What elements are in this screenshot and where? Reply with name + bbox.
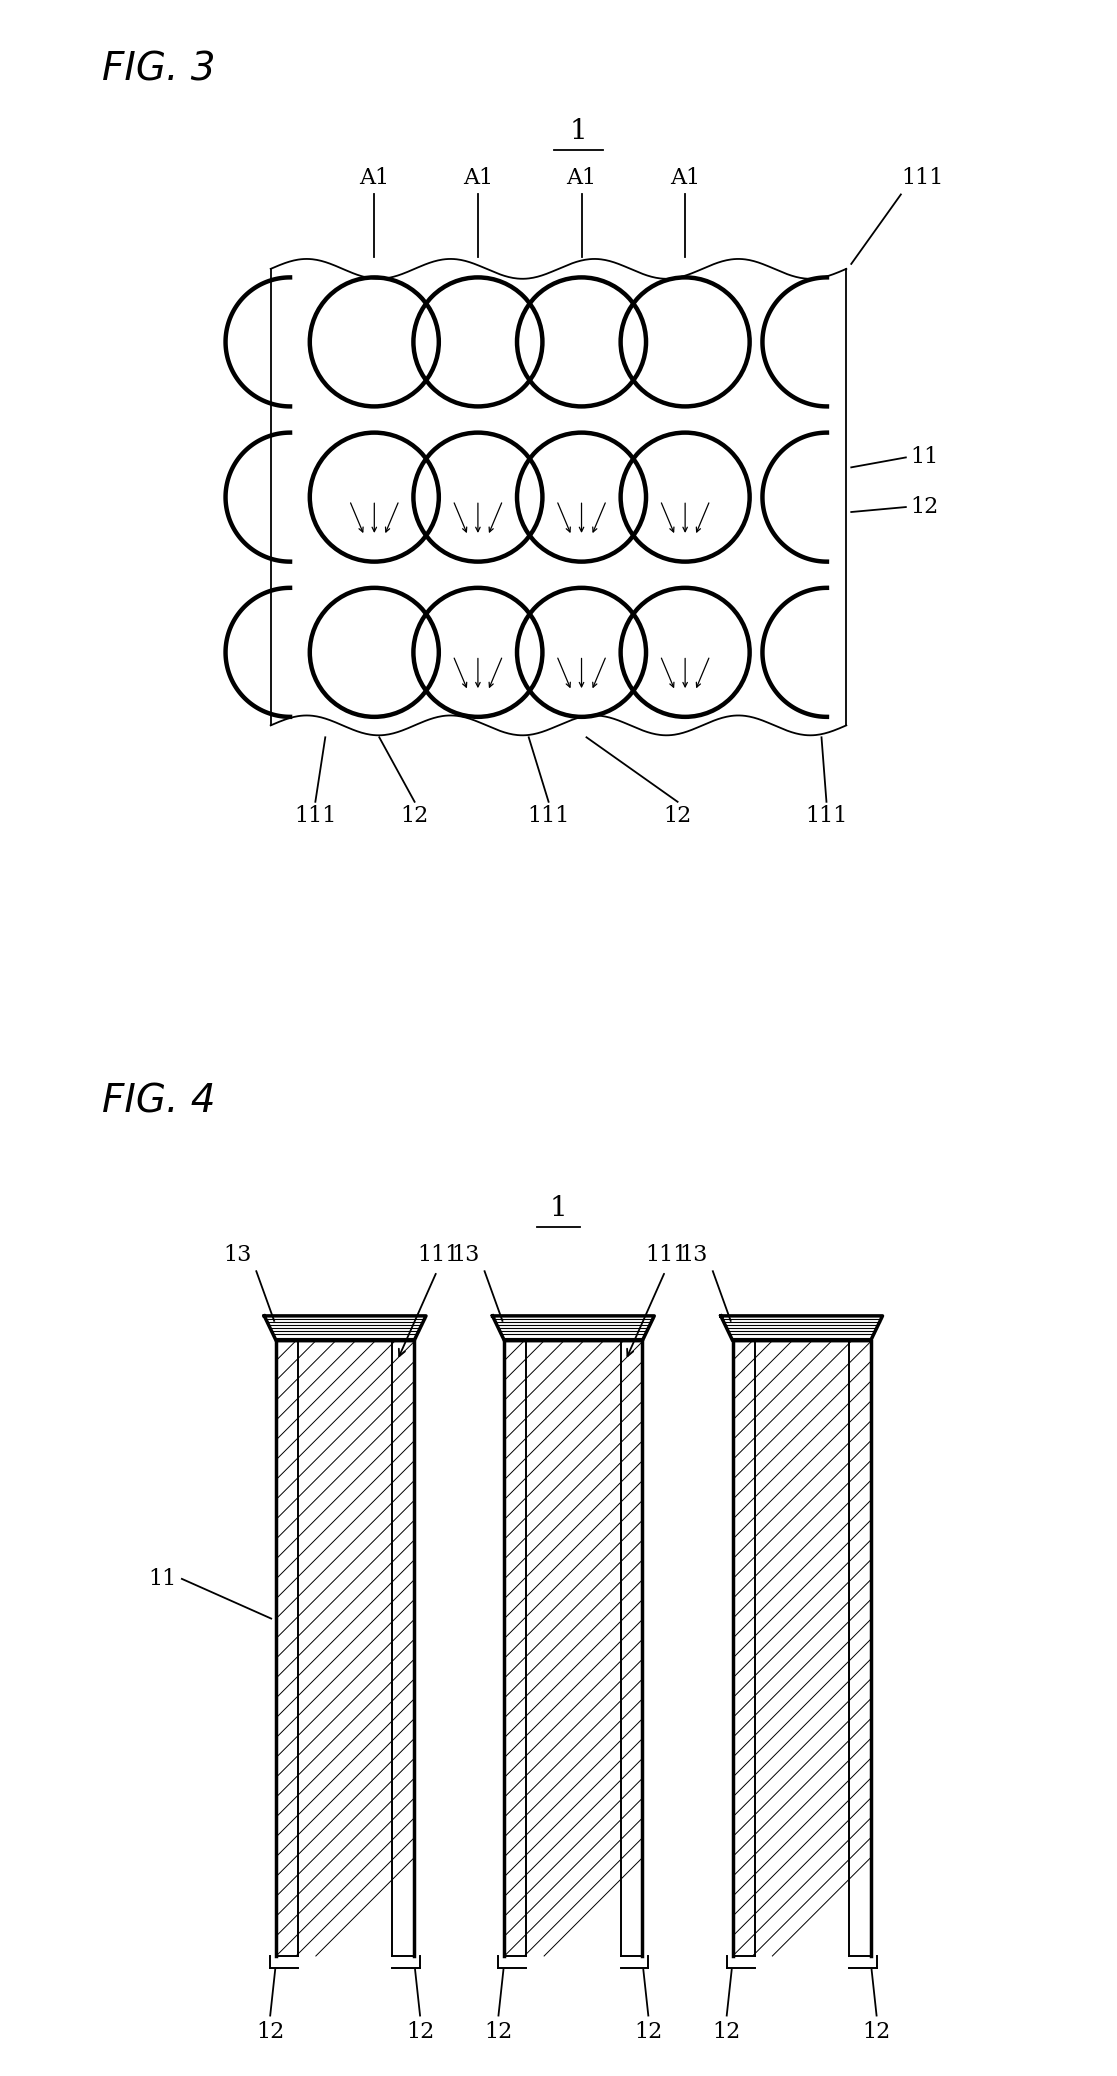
- Text: FIG. 3: FIG. 3: [102, 50, 216, 89]
- Text: 11: 11: [910, 446, 939, 469]
- Text: 111: 111: [901, 168, 943, 189]
- Text: 12: 12: [862, 2020, 890, 2043]
- Text: 12: 12: [405, 2020, 435, 2043]
- Text: 12: 12: [910, 496, 939, 519]
- Text: 1: 1: [550, 1194, 567, 1221]
- Text: 111: 111: [417, 1244, 459, 1266]
- Text: 12: 12: [401, 805, 429, 826]
- Text: A1: A1: [566, 168, 596, 189]
- Text: 111: 111: [294, 805, 336, 826]
- Text: A1: A1: [360, 168, 390, 189]
- Text: 12: 12: [256, 2020, 285, 2043]
- Text: 111: 111: [527, 805, 570, 826]
- Text: 12: 12: [634, 2020, 662, 2043]
- Text: 13: 13: [223, 1244, 251, 1266]
- Text: 111: 111: [805, 805, 848, 826]
- Text: 12: 12: [713, 2020, 741, 2043]
- Text: FIG. 4: FIG. 4: [102, 1084, 216, 1121]
- Text: 12: 12: [485, 2020, 513, 2043]
- Text: 1: 1: [570, 118, 588, 145]
- Text: 11: 11: [149, 1567, 176, 1590]
- Text: 13: 13: [451, 1244, 479, 1266]
- Text: A1: A1: [462, 168, 493, 189]
- Text: 12: 12: [663, 805, 691, 826]
- Text: 111: 111: [646, 1244, 688, 1266]
- Text: A1: A1: [670, 168, 700, 189]
- Text: 13: 13: [679, 1244, 708, 1266]
